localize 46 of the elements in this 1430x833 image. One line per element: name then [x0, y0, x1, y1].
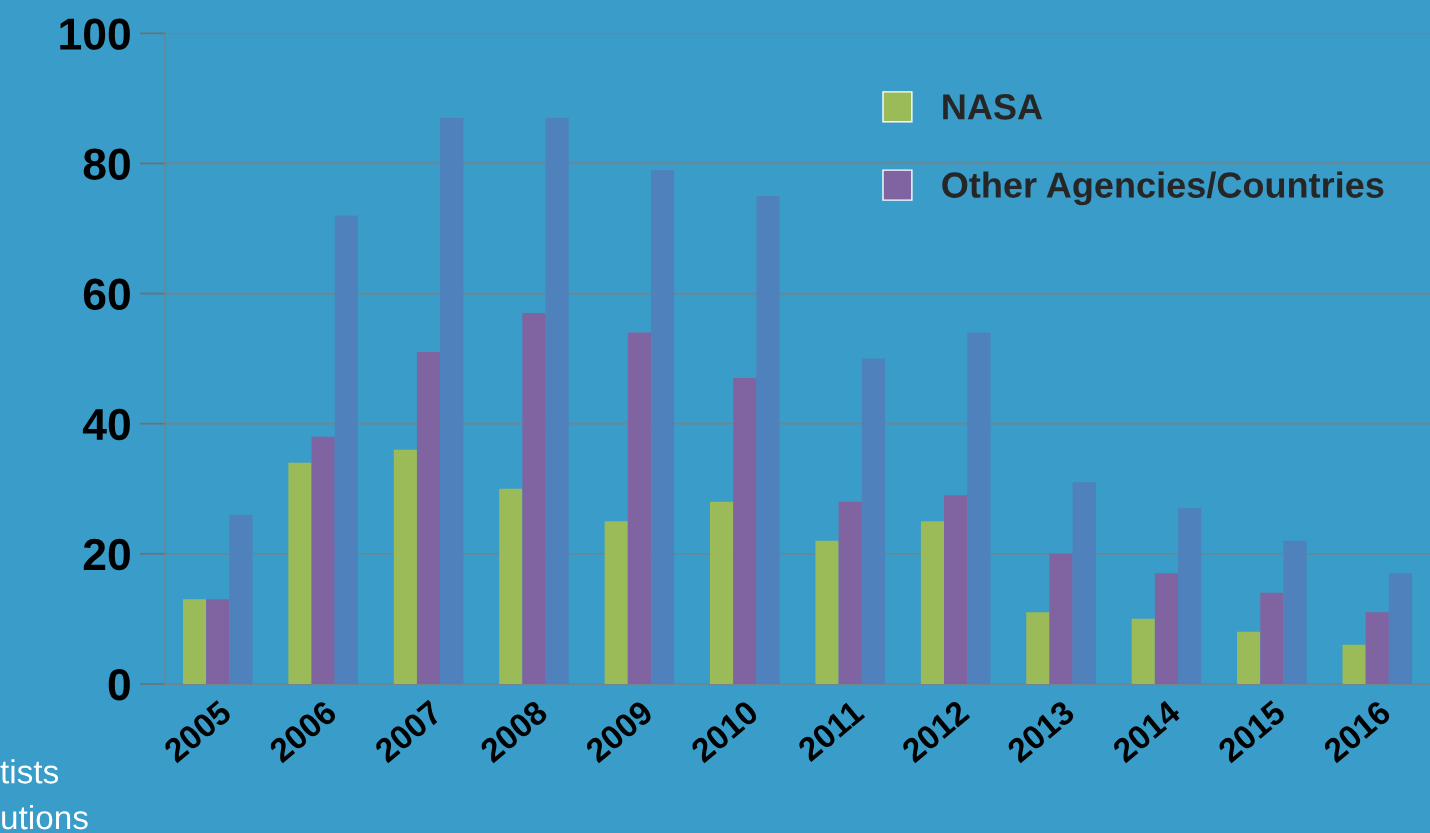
bar: [1131, 618, 1155, 684]
y-tick-label: 40: [82, 408, 130, 441]
bar: [1072, 482, 1096, 684]
bar: [182, 599, 207, 684]
bar: [393, 449, 417, 684]
bar: [861, 358, 886, 684]
bar: [440, 117, 464, 684]
y-tick-label: 80: [83, 148, 130, 180]
bar: [627, 332, 651, 684]
y-tick-label: 0: [108, 668, 130, 701]
bar: [650, 169, 675, 684]
bar: [1365, 612, 1389, 684]
bar: [604, 521, 628, 684]
text: utions: [2, 804, 88, 830]
bar: [288, 462, 312, 684]
bar: [334, 215, 358, 684]
bar: [710, 501, 734, 684]
bar: [967, 332, 991, 684]
bar: [1388, 573, 1413, 684]
bar: [944, 495, 968, 684]
bar: [1260, 592, 1284, 684]
bar: [229, 514, 253, 684]
bar: [416, 352, 441, 684]
bar: [545, 117, 569, 684]
y-tick-label: 60: [83, 278, 130, 311]
bar: [920, 521, 945, 684]
bar: [815, 540, 839, 684]
bar: [1178, 508, 1202, 684]
text: tists: [0, 759, 59, 784]
y-tick-label: 100: [60, 18, 130, 50]
bar: [733, 378, 757, 684]
bar: [838, 501, 862, 684]
bar: [311, 436, 335, 684]
bar: [522, 313, 546, 684]
bar: [1026, 612, 1050, 684]
y-tick-label: 20: [83, 538, 130, 571]
bar: [1342, 644, 1366, 684]
bar: [1237, 631, 1261, 684]
legend-label: Other Agencies/Countries: [942, 171, 1384, 206]
bar: [756, 195, 780, 684]
bar: [1049, 553, 1073, 684]
bar: [1283, 540, 1307, 684]
legend-label: NASA: [943, 94, 1043, 120]
bar: [206, 599, 230, 684]
bar: [499, 488, 523, 684]
bar: [1154, 573, 1179, 684]
